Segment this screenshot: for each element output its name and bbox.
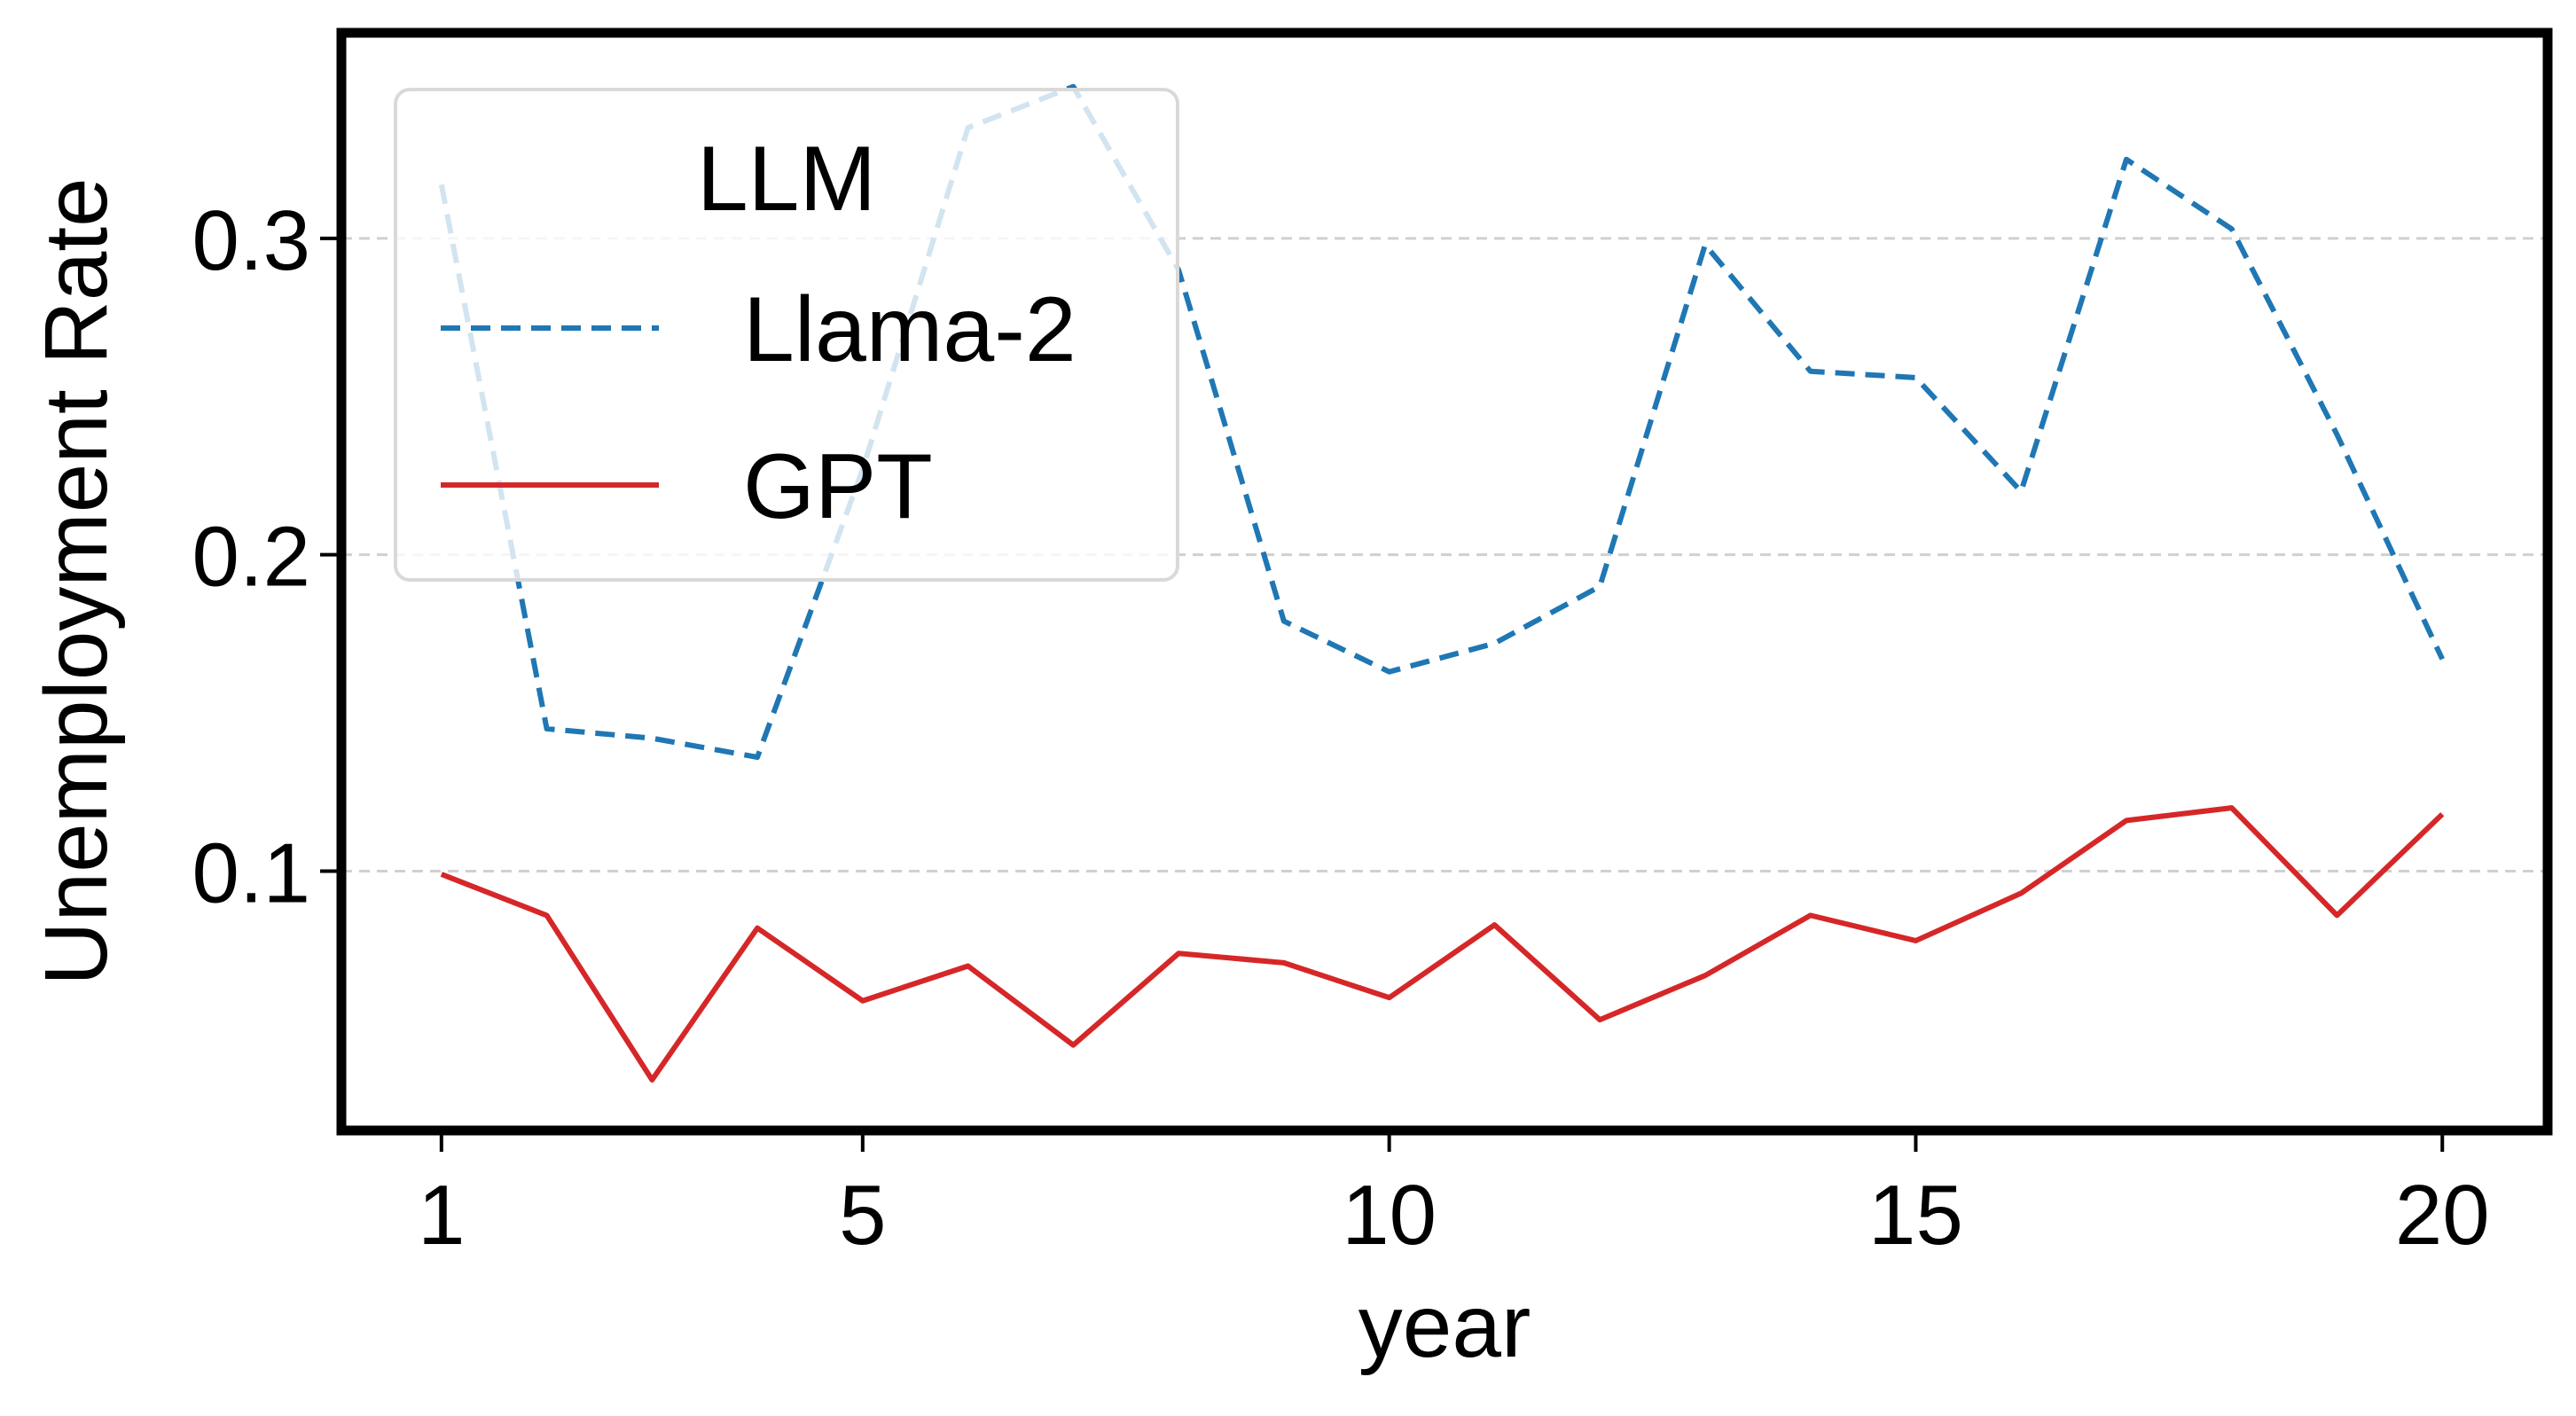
series-line-llama-2 <box>438 83 2445 761</box>
legend-label-llama-2: Llama-2 <box>743 278 1077 381</box>
y-axis-label: Unemployment Rate <box>27 177 126 986</box>
x-tick-label-0: 1 <box>418 1168 465 1263</box>
plot-frame <box>336 27 2553 1136</box>
x-axis-label: year <box>1358 1277 1531 1376</box>
y-tick-label-1: 0.2 <box>192 510 310 605</box>
x-tick-label-1: 5 <box>839 1168 886 1263</box>
series-line-gpt <box>440 805 2445 1083</box>
axis-ticks: 1 5 10 15 200.10.20.3 <box>192 193 2490 1263</box>
series-lines <box>438 83 2445 1083</box>
x-tick-label-4: 20 <box>2395 1168 2490 1263</box>
legend-title: LLM <box>697 128 876 231</box>
y-tick-label-0: 0.1 <box>192 825 310 920</box>
legend-label-gpt: GPT <box>743 435 933 538</box>
legend: LLM Llama-2 GPT <box>394 88 1179 582</box>
x-tick-label-2: 10 <box>1342 1168 1437 1263</box>
y-tick-label-2: 0.3 <box>192 193 310 288</box>
legend-entries: Llama-2 GPT <box>441 278 1077 538</box>
x-tick-label-3: 15 <box>1868 1168 1963 1263</box>
legend-box <box>394 88 1179 582</box>
gridlines <box>341 237 2548 872</box>
